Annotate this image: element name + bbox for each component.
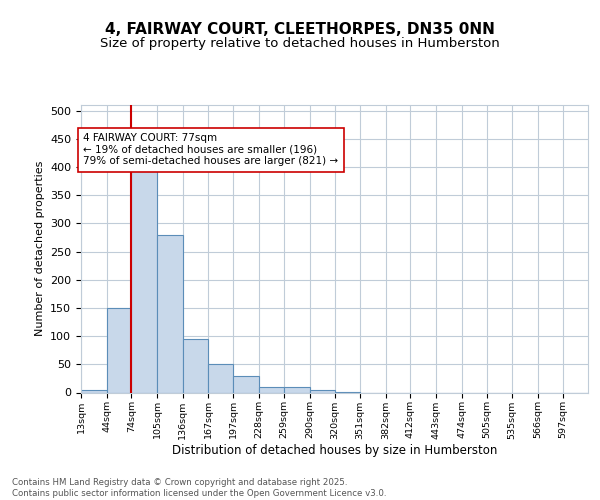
- Bar: [107, 308, 131, 392]
- Y-axis label: Number of detached properties: Number of detached properties: [35, 161, 44, 336]
- Text: 4 FAIRWAY COURT: 77sqm
← 19% of detached houses are smaller (196)
79% of semi-de: 4 FAIRWAY COURT: 77sqm ← 19% of detached…: [83, 133, 338, 166]
- Bar: [131, 156, 157, 392]
- Bar: [81, 390, 107, 392]
- Bar: [259, 387, 284, 392]
- Text: Size of property relative to detached houses in Humberston: Size of property relative to detached ho…: [100, 38, 500, 51]
- Bar: [208, 364, 233, 392]
- Bar: [182, 339, 208, 392]
- Bar: [310, 390, 335, 392]
- Text: 4, FAIRWAY COURT, CLEETHORPES, DN35 0NN: 4, FAIRWAY COURT, CLEETHORPES, DN35 0NN: [105, 22, 495, 38]
- Bar: [233, 376, 259, 392]
- X-axis label: Distribution of detached houses by size in Humberston: Distribution of detached houses by size …: [172, 444, 497, 457]
- Bar: [284, 387, 310, 392]
- Bar: [157, 234, 182, 392]
- Text: Contains HM Land Registry data © Crown copyright and database right 2025.
Contai: Contains HM Land Registry data © Crown c…: [12, 478, 386, 498]
